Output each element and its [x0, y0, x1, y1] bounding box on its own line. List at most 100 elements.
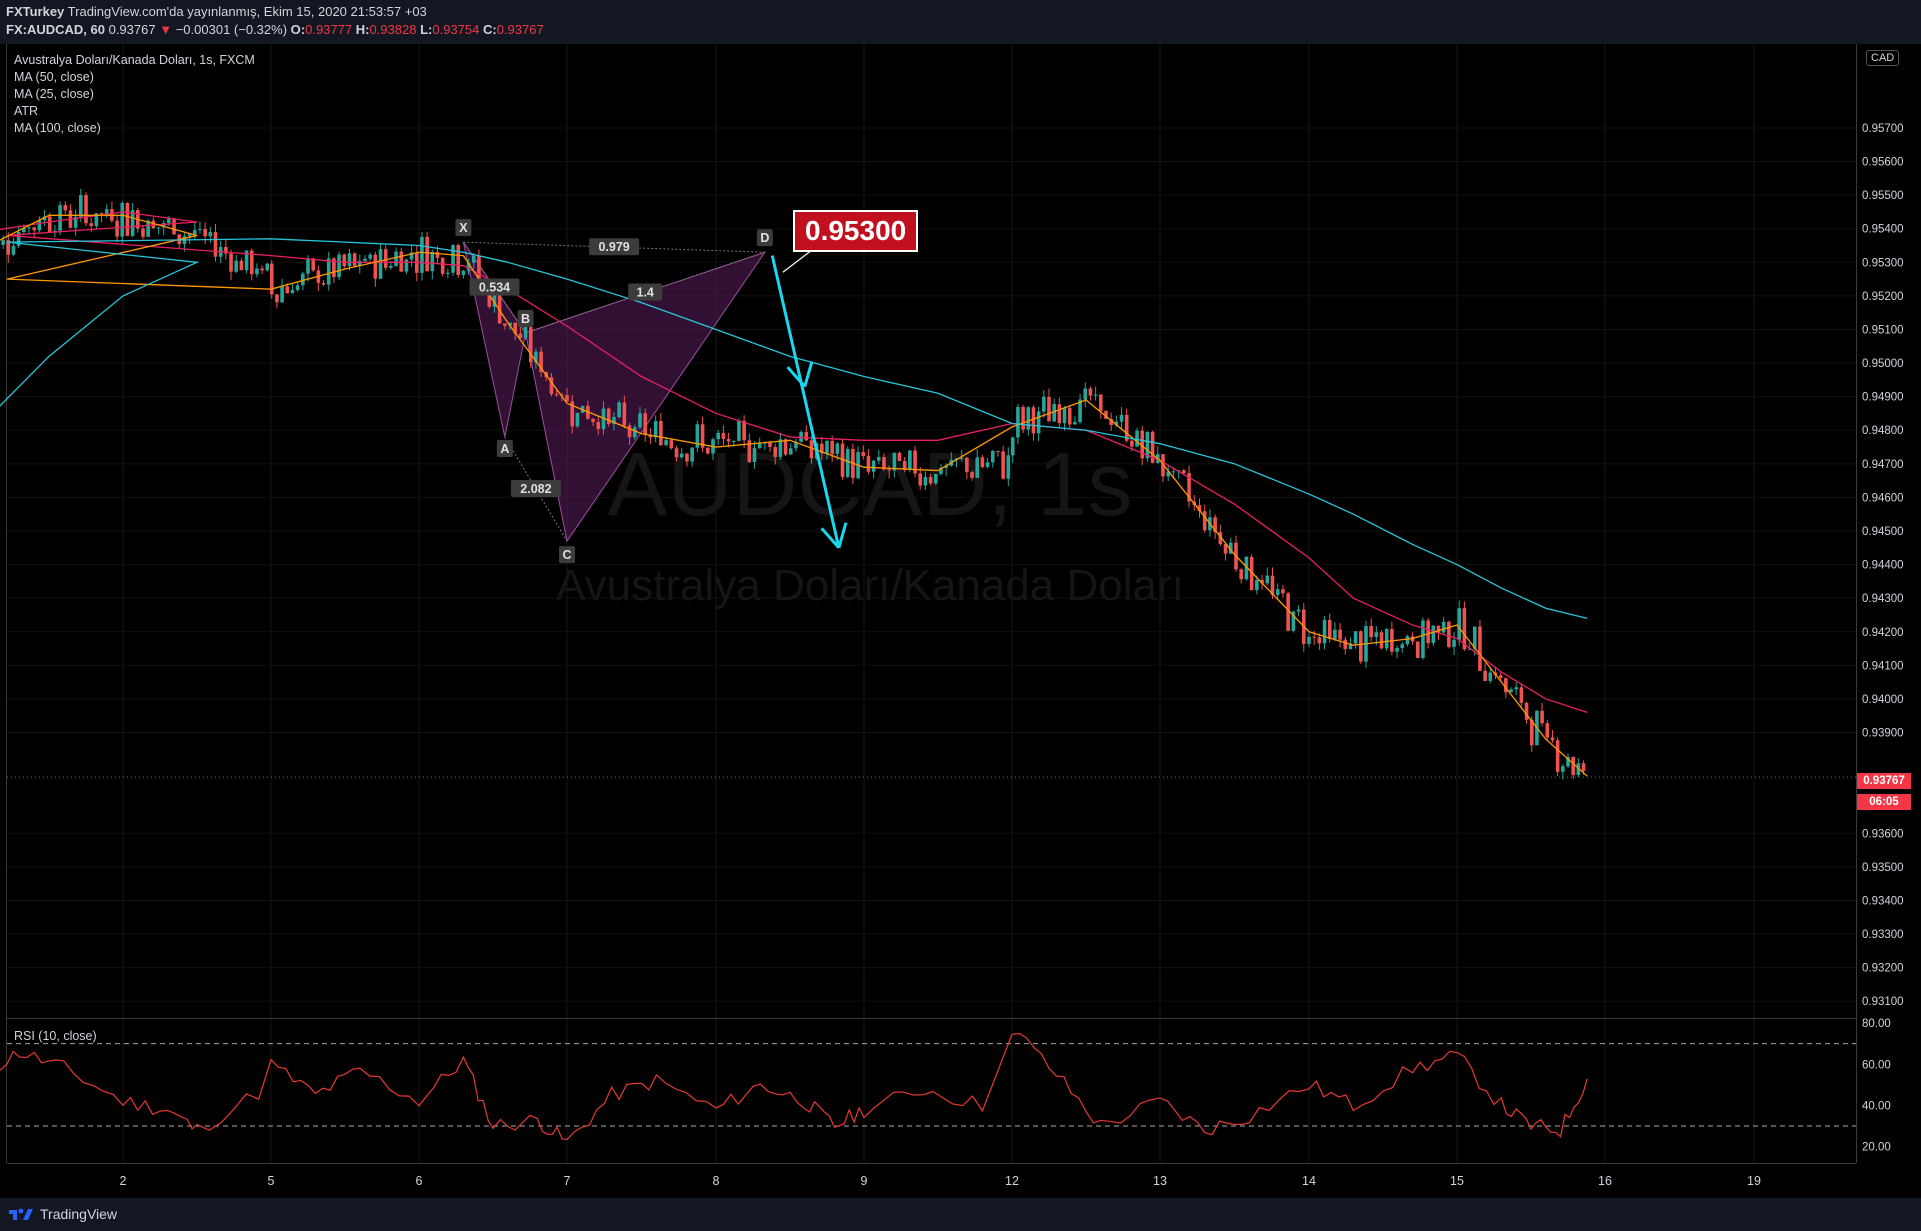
candle-body: [1052, 404, 1056, 422]
legend-title[interactable]: Avustralya Doları/Kanada Doları, 1s, FXC…: [14, 53, 255, 67]
candle-body: [1202, 511, 1207, 531]
ma50-line[interactable]: [0, 211, 1588, 713]
candle-body: [1333, 629, 1337, 639]
candle-body: [866, 456, 871, 472]
candle-body: [528, 326, 533, 363]
candle-body: [1078, 399, 1082, 423]
candle-body: [378, 249, 383, 279]
candle-body: [554, 394, 559, 396]
pattern-ratio-0[interactable]: 0.979: [589, 238, 640, 256]
chart-legend: Avustralya Doları/Kanada Doları, 1s, FXC…: [14, 52, 255, 137]
candle-body: [1369, 626, 1373, 638]
candle-body: [337, 254, 341, 278]
pattern-point-d[interactable]: D: [756, 229, 773, 247]
candle-body: [1312, 636, 1316, 638]
price-tick-label: 0.93200: [1862, 963, 1904, 975]
candle-body: [1249, 556, 1254, 591]
rsi-legend[interactable]: RSI (10, close): [14, 1029, 97, 1043]
pattern-point-x-bg: [455, 219, 472, 237]
low-value: 0.93754: [432, 22, 480, 37]
candle-body: [1166, 471, 1170, 477]
candle-body: [1255, 579, 1259, 591]
candle-body: [208, 232, 213, 237]
candle-body: [560, 394, 564, 396]
candle-body: [172, 218, 176, 235]
currency-badge[interactable]: CAD: [1866, 50, 1900, 66]
target-label-pointer: [782, 249, 813, 273]
arrow-head: [820, 527, 840, 549]
pattern-ratio-1[interactable]: 0.534: [469, 278, 520, 296]
candle-body: [399, 251, 404, 272]
price-tick-label: 0.94300: [1862, 593, 1904, 605]
legend-ma25[interactable]: MA (25, close): [14, 87, 94, 101]
candle-body: [1447, 621, 1451, 647]
close-value: 0.93767: [496, 22, 544, 37]
candle-body: [1529, 719, 1534, 746]
chart-area[interactable]: AUDCAD, 1s Avustralya Doları/Kanada Dola…: [0, 44, 1921, 1198]
candle-body: [887, 469, 891, 471]
pattern-ratio-3[interactable]: 2.082: [510, 480, 561, 498]
pattern-ratio-2[interactable]: 1.4: [628, 283, 663, 301]
ohlc-line: FX:AUDCAD, 60 0.93767 ▼ −0.00301 (−0.32%…: [6, 22, 544, 37]
candle-body: [32, 227, 36, 231]
price-tick-label: 0.95000: [1862, 358, 1904, 370]
candle-body: [835, 443, 840, 454]
candle-body: [1478, 626, 1482, 671]
pattern-point-x[interactable]: X: [455, 219, 472, 237]
candle-body: [518, 333, 523, 338]
pattern-triangle-xab[interactable]: [462, 241, 527, 438]
open-value: 0.93777: [305, 22, 353, 37]
candle-body: [1260, 579, 1264, 584]
legend-ma50[interactable]: MA (50, close): [14, 70, 94, 84]
candle-body: [471, 255, 476, 263]
pattern-point-b-text: B: [521, 312, 530, 326]
candle-body: [347, 253, 352, 267]
watermark-symbol: AUDCAD, 1s: [607, 435, 1132, 535]
candle-body: [830, 440, 834, 454]
candle-body: [783, 439, 788, 455]
publisher-name[interactable]: FXTurkey: [6, 4, 65, 19]
candle-body: [1099, 394, 1103, 411]
candle-body: [461, 270, 466, 276]
projection-arrow[interactable]: [770, 255, 848, 549]
candle-body: [22, 228, 26, 233]
candle-body: [79, 195, 83, 217]
candle-body: [1244, 556, 1249, 580]
candle-body: [902, 460, 907, 470]
time-tick-label: 9: [861, 1174, 868, 1188]
candle-body: [265, 263, 270, 271]
candle-body: [156, 227, 161, 229]
candle-body: [151, 220, 156, 229]
ma100-line[interactable]: [0, 238, 1588, 619]
candle-body: [456, 245, 461, 276]
legend-ma100[interactable]: MA (100, close): [14, 121, 101, 135]
brand[interactable]: TradingView: [8, 1206, 117, 1222]
ma25-line[interactable]: [0, 214, 1588, 777]
candle-body: [249, 250, 254, 275]
published-text: TradingView.com'da yayınlanmış, Ekim 15,…: [67, 4, 427, 19]
candle-body: [1291, 611, 1296, 631]
close-label: C:: [482, 22, 497, 37]
candle-body: [1109, 418, 1113, 426]
candle-body: [120, 202, 125, 237]
candle-body: [1042, 396, 1046, 412]
pattern-point-a[interactable]: A: [496, 439, 513, 457]
brand-name: TradingView: [40, 1206, 118, 1222]
pattern-point-c[interactable]: C: [559, 546, 575, 564]
candle-body: [877, 456, 881, 461]
candle-body: [1130, 440, 1134, 447]
candle-body: [596, 421, 601, 430]
candle-body: [731, 440, 736, 442]
legend-atr[interactable]: ATR: [14, 104, 39, 118]
rsi-line[interactable]: [0, 1032, 1588, 1141]
pattern-point-d-text: D: [760, 231, 769, 245]
pattern-point-b[interactable]: B: [517, 309, 534, 327]
candle-body: [508, 322, 512, 326]
price-tick-label: 0.94600: [1862, 492, 1904, 504]
candle-body: [1348, 643, 1353, 650]
candle-body: [1057, 404, 1062, 424]
arrow-shaft[interactable]: [770, 255, 841, 549]
candle-body: [420, 236, 424, 273]
candle-body: [1114, 421, 1119, 426]
target-price-label[interactable]: 0.95300: [793, 210, 919, 252]
